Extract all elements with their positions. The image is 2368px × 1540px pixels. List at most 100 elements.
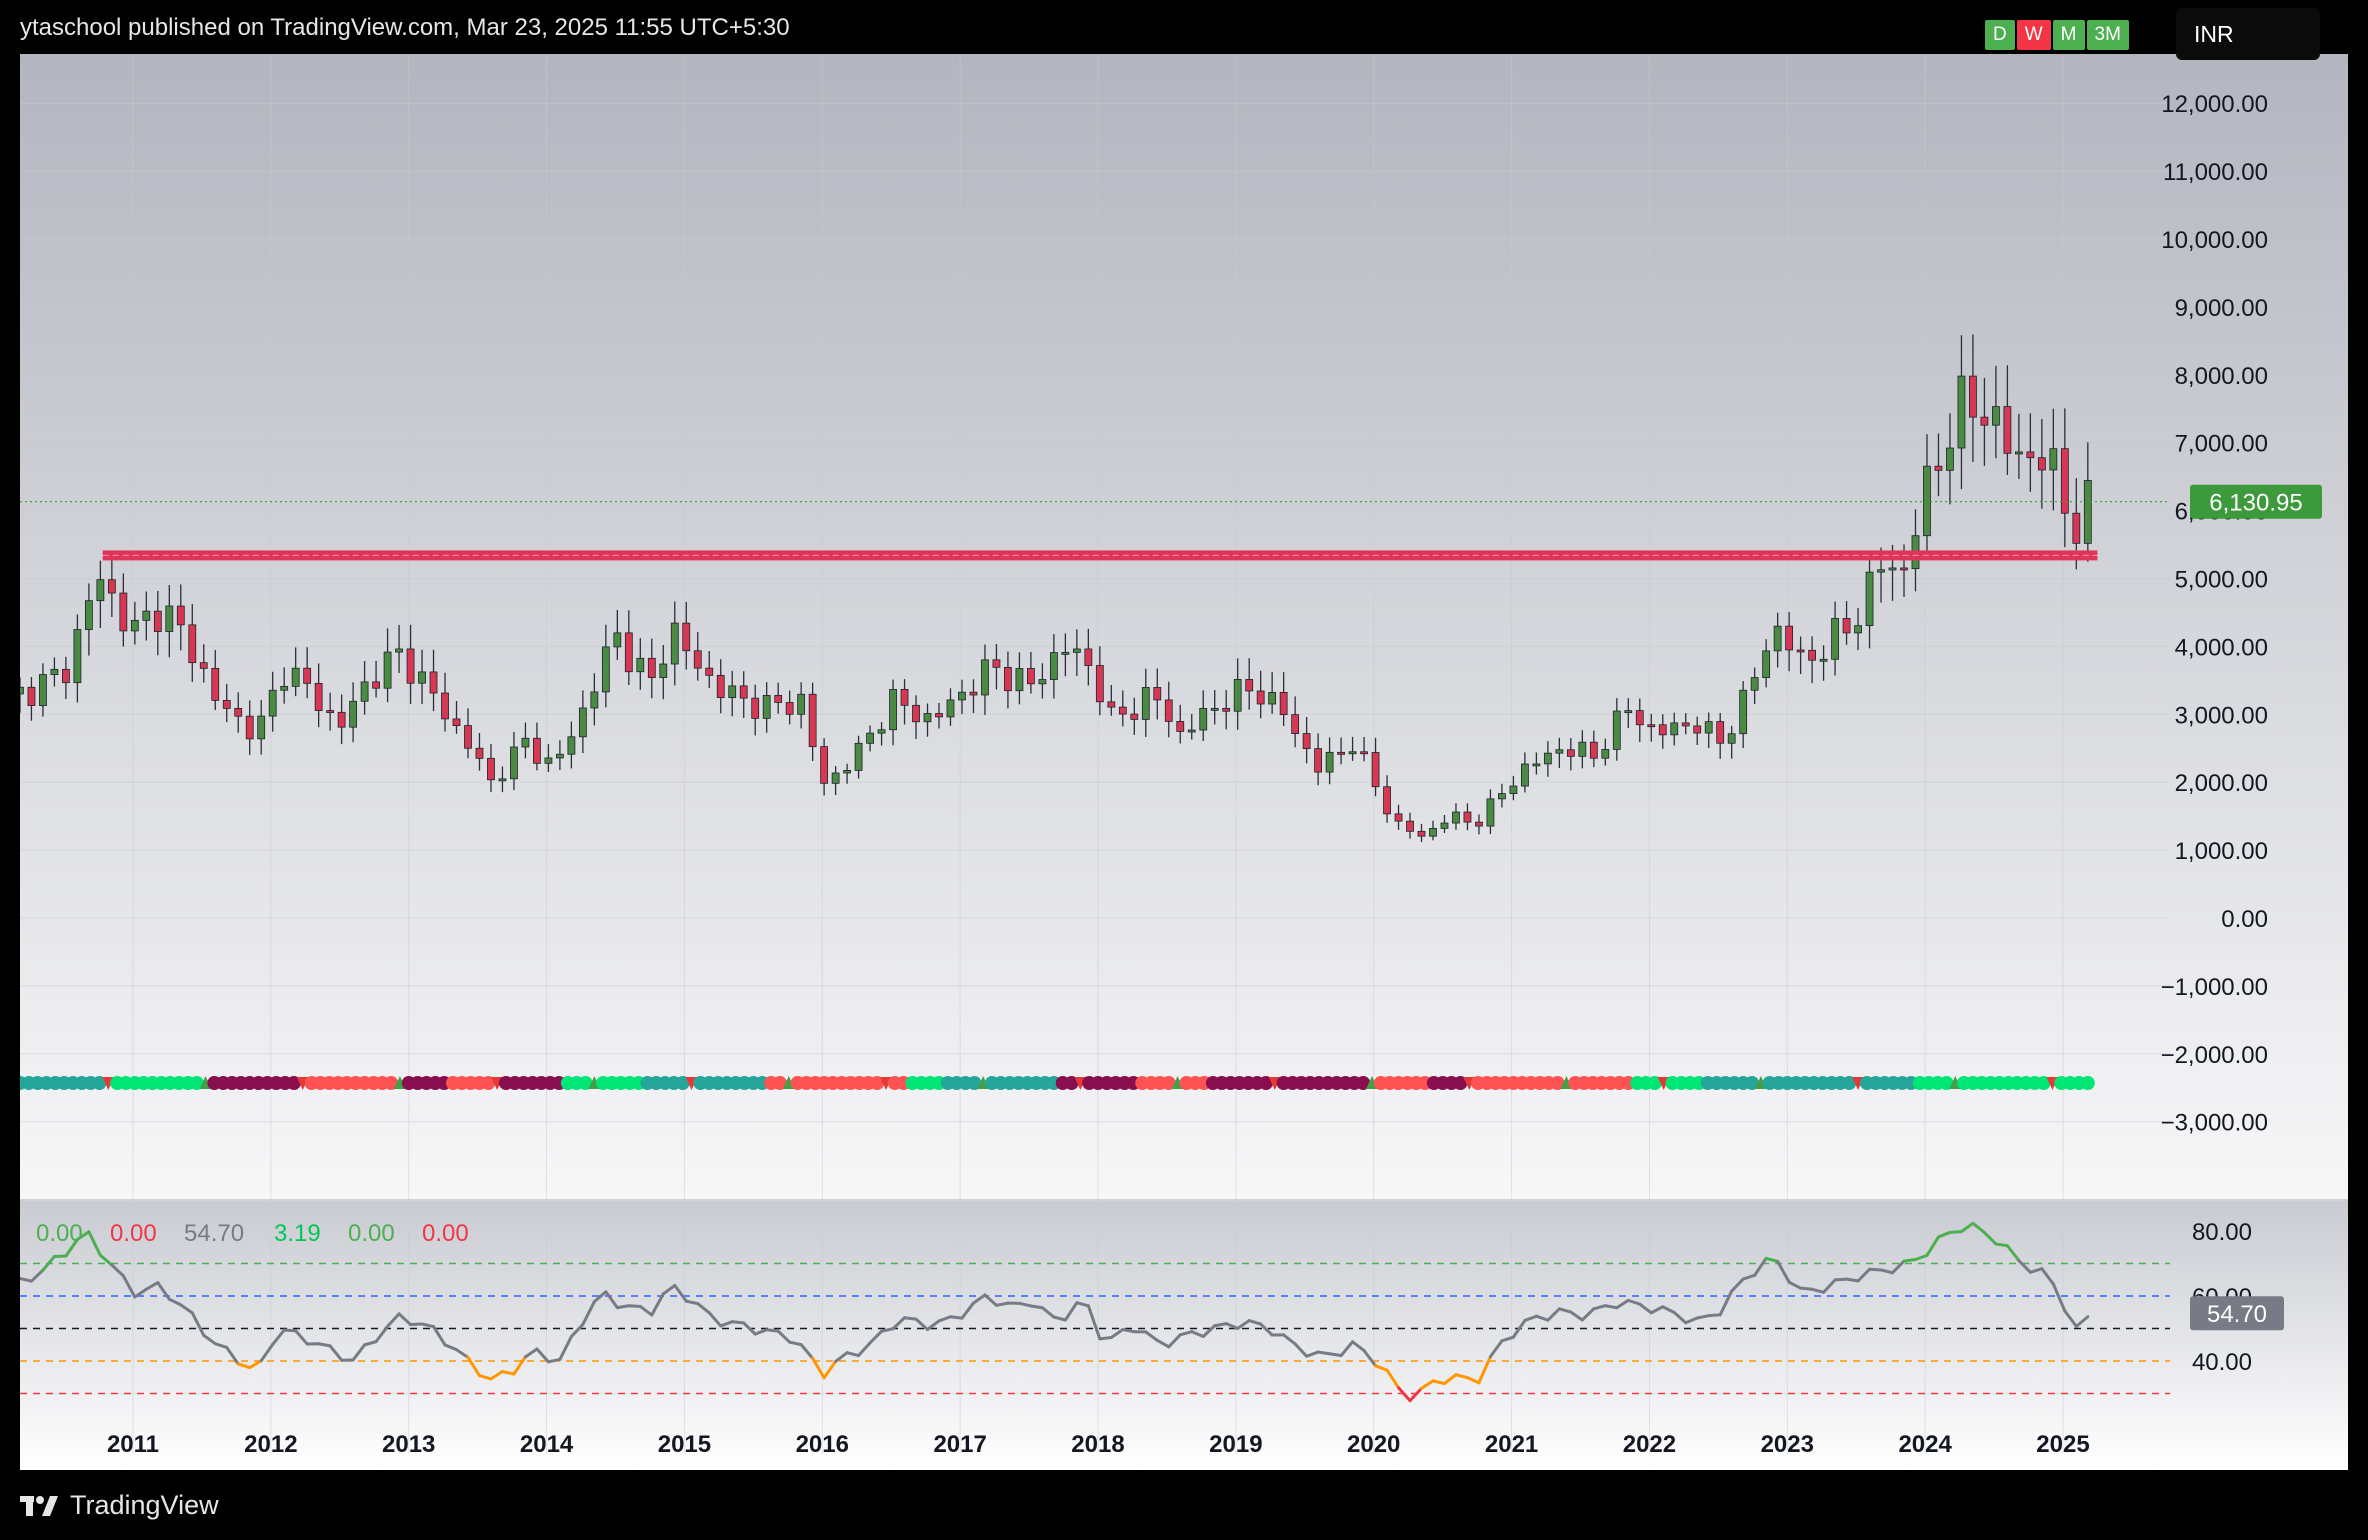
- candle-body: [1658, 724, 1667, 736]
- candle-body: [1612, 710, 1621, 750]
- candle-body: [2060, 448, 2069, 514]
- rsi-line-segment: [845, 1351, 861, 1358]
- rsi-line-segment: [1442, 1373, 1458, 1386]
- indicator-value: 3.19: [274, 1220, 321, 1247]
- price-tick-label: 12,000.00: [2161, 91, 2268, 118]
- rsi-line-segment: [1017, 1301, 1033, 1308]
- rsi-line-segment: [1420, 1379, 1435, 1390]
- tradingview-brand[interactable]: TradingView: [20, 1490, 219, 1521]
- candle-body: [1865, 571, 1874, 627]
- rsi-line-segment: [948, 1315, 964, 1320]
- candle-body: [1429, 827, 1437, 837]
- rsi-line-segment: [891, 1316, 907, 1331]
- candle-body: [647, 657, 656, 678]
- candle-body: [831, 772, 840, 784]
- rsi-line-segment: [213, 1342, 229, 1349]
- interval-button-m[interactable]: M: [2052, 20, 2085, 50]
- candle-body: [372, 681, 380, 689]
- candle-body: [1808, 649, 1816, 661]
- candle-body: [785, 702, 794, 715]
- interval-button-w[interactable]: W: [2016, 20, 2051, 50]
- candle-body: [578, 707, 587, 738]
- candle-body: [1268, 691, 1277, 705]
- candle-body: [613, 632, 622, 648]
- trend-dot: [481, 1076, 496, 1090]
- rsi-line-segment: [167, 1297, 183, 1307]
- rsi-line-segment: [1569, 1310, 1584, 1322]
- time-tick-label: 2023: [1761, 1431, 1814, 1458]
- time-axis[interactable]: 2011 2012 2013 2014 2015 2016 2017 2018 2019 2020…: [107, 1431, 2090, 1458]
- interval-button-3m[interactable]: 3M: [2086, 20, 2129, 50]
- candle-body: [1049, 652, 1058, 680]
- rsi-line-segment: [1787, 1280, 1803, 1290]
- rsi-line-segment: [1902, 1257, 1917, 1263]
- time-tick-label: 2014: [520, 1431, 574, 1458]
- rsi-line-segment: [1029, 1304, 1044, 1310]
- rsi-line-segment: [1305, 1350, 1320, 1358]
- rsi-line-segment: [1868, 1267, 1883, 1272]
- candle-body: [1164, 699, 1173, 722]
- candle-body: [50, 668, 59, 675]
- candle-body: [510, 746, 518, 780]
- candle-body: [360, 681, 369, 702]
- candle-body: [1130, 713, 1139, 720]
- rsi-line-segment: [98, 1253, 114, 1267]
- rsi-line-segment: [1488, 1339, 1504, 1359]
- candle-body: [1819, 658, 1828, 662]
- rsi-line-segment: [2040, 1267, 2055, 1286]
- candle-body: [1027, 668, 1035, 685]
- candle-body: [1348, 751, 1357, 755]
- price-tick-label: 10,000.00: [2161, 227, 2268, 254]
- rsi-line-segment: [673, 1283, 688, 1303]
- candle-body: [1635, 710, 1644, 726]
- time-tick-label: 2021: [1485, 1431, 1538, 1458]
- currency-selector[interactable]: INR: [2176, 8, 2320, 60]
- candle-body: [2003, 406, 2012, 454]
- rsi-line-segment: [834, 1351, 849, 1363]
- price-tick-label: 4,000.00: [2175, 634, 2268, 661]
- candle-body: [1463, 811, 1472, 823]
- candle-body: [2026, 451, 2035, 459]
- rsi-line-segment: [282, 1328, 298, 1333]
- interval-switcher[interactable]: D W M 3M: [1985, 20, 2129, 50]
- trend-dot: [1745, 1076, 1760, 1090]
- brand-name: TradingView: [70, 1490, 219, 1520]
- trend-dot: [1842, 1076, 1857, 1090]
- trend-dot: [1161, 1076, 1176, 1090]
- rsi-line-segment: [1741, 1273, 1757, 1281]
- rsi-line-segment: [1776, 1259, 1791, 1284]
- time-tick-label: 2015: [658, 1431, 711, 1458]
- price-tick-label: 5,000.00: [2175, 567, 2268, 594]
- rsi-line-segment: [1408, 1386, 1424, 1403]
- rsi-line-segment: [1339, 1340, 1355, 1358]
- rsi-line-segment: [1638, 1302, 1653, 1315]
- candle-body: [1394, 813, 1403, 822]
- candle-body: [62, 668, 70, 684]
- candle-body: [2072, 512, 2081, 544]
- candle-body: [1153, 687, 1162, 701]
- last-price-label: 6,130.95: [2209, 490, 2302, 517]
- price-tick-label: 0.00: [2221, 906, 2268, 933]
- candle-body: [475, 747, 484, 759]
- rsi-line-segment: [1316, 1350, 1332, 1356]
- candle-body: [1084, 648, 1093, 666]
- price-chart[interactable]: −3,000.00 −2,000.00 −1,000.00 0.00 1,000.00 2…: [20, 54, 2348, 1470]
- price-tick-label: −3,000.00: [2161, 1110, 2268, 1137]
- candle-body: [245, 715, 254, 740]
- candle-body: [291, 667, 300, 687]
- candle-body: [670, 622, 679, 665]
- interval-button-d[interactable]: D: [1985, 20, 2015, 50]
- candle-body: [1187, 729, 1196, 733]
- candle-body: [1256, 690, 1265, 705]
- chart-frame[interactable]: −3,000.00 −2,000.00 −1,000.00 0.00 1,000.00 2…: [20, 54, 2348, 1470]
- candle-body: [1750, 677, 1759, 691]
- rsi-line-segment: [1707, 1313, 1722, 1318]
- candle-body: [854, 742, 863, 771]
- price-axis[interactable]: −3,000.00 −2,000.00 −1,000.00 0.00 1,000.00 2…: [2161, 91, 2268, 1376]
- rsi-line-segment: [937, 1315, 952, 1323]
- candle-body: [1969, 375, 1977, 418]
- rsi-line-segment: [1603, 1304, 1619, 1310]
- rsi-line-segment: [110, 1263, 125, 1278]
- candle-body: [797, 693, 806, 715]
- candlestick-series: [20, 334, 2170, 842]
